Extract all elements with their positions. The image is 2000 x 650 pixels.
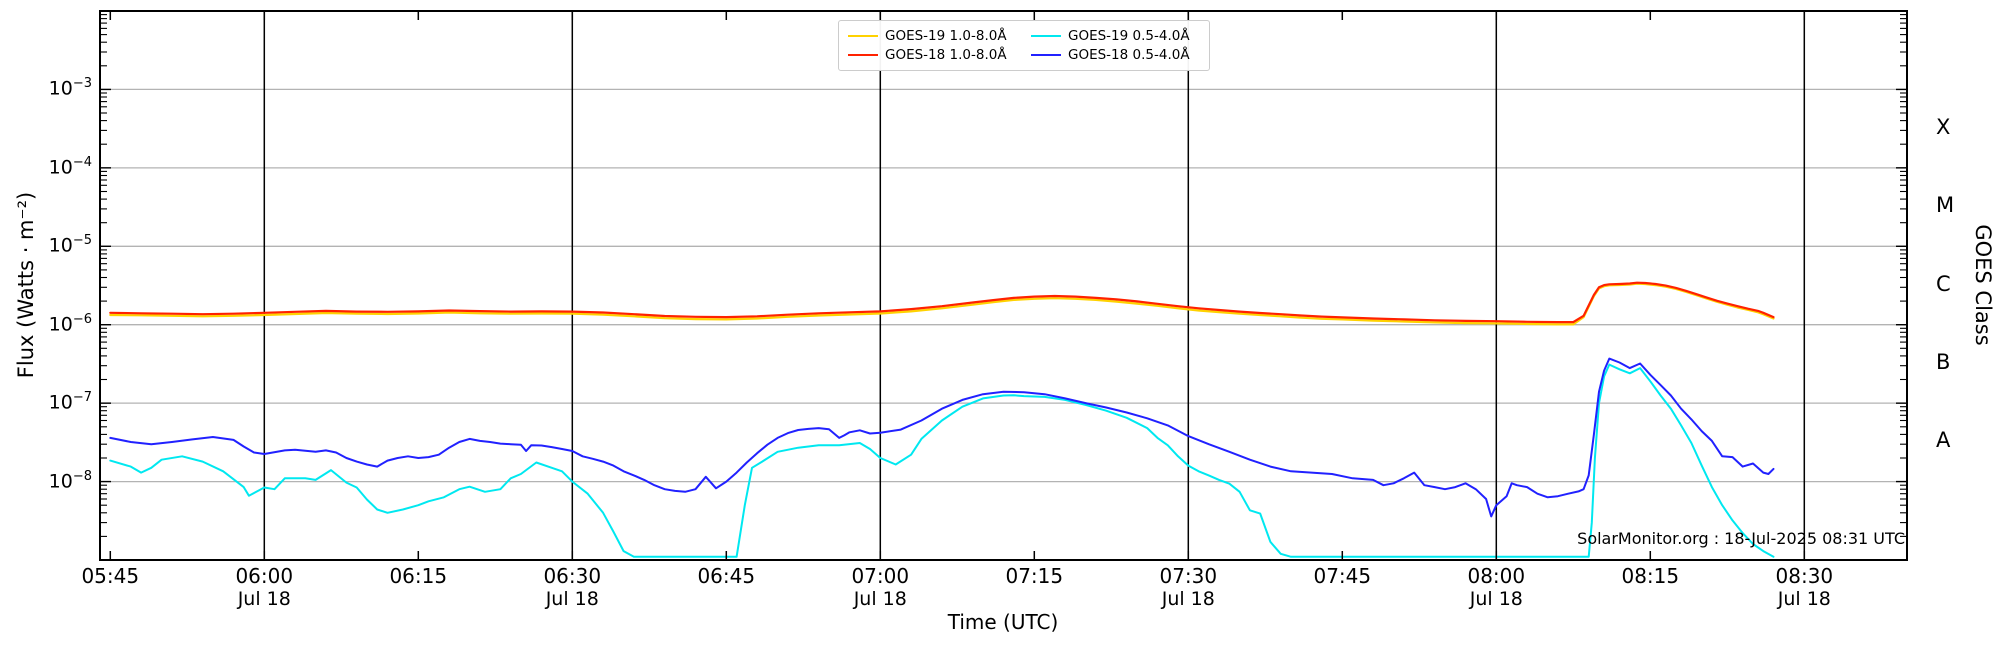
y-tick-label-1e-6: 10−6 <box>48 311 92 336</box>
series-GOES-18 1.0-8.0Å <box>109 281 1775 324</box>
x-tick-label: 06:30 <box>543 564 602 588</box>
legend-label-goes18-long: GOES-18 1.0-8.0Å <box>885 47 1007 63</box>
legend-swatch-goes19-long-icon <box>848 35 878 37</box>
goes-class-label-B: B <box>1936 349 1951 374</box>
x-tick-date-label: Jul 18 <box>1161 588 1215 610</box>
x-tick-label: 07:30 <box>1159 564 1218 588</box>
legend-item-goes19-long: GOES-19 1.0-8.0Å <box>848 28 1017 44</box>
x-tick-label: 07:15 <box>1005 564 1064 588</box>
legend-label-goes18-short: GOES-18 0.5-4.0Å <box>1068 47 1190 63</box>
x-tick-label: 07:00 <box>851 564 910 588</box>
x-axis-title: Time (UTC) <box>947 610 1059 634</box>
x-tick-label: 07:45 <box>1313 564 1372 588</box>
x-tick-date-label: Jul 18 <box>853 588 907 610</box>
x-tick-label: 08:30 <box>1775 564 1834 588</box>
goes-class-label-A: A <box>1936 428 1951 453</box>
x-tick-label: 06:00 <box>235 564 294 588</box>
legend-item-goes18-long: GOES-18 1.0-8.0Å <box>848 47 1017 63</box>
series-GOES-19 0.5-4.0Å <box>109 363 1775 558</box>
legend-label-goes19-short: GOES-19 0.5-4.0Å <box>1068 28 1190 44</box>
y-axis-title-right: GOES Class <box>1971 224 1995 346</box>
legend-item-goes19-short: GOES-19 0.5-4.0Å <box>1031 28 1200 44</box>
y-tick-label-1e-7: 10−7 <box>48 390 92 414</box>
legend: GOES-19 1.0-8.0Å GOES-19 0.5-4.0Å GOES-1… <box>838 20 1210 71</box>
series-GOES-18 0.5-4.0Å <box>109 357 1775 518</box>
legend-label-goes19-long: GOES-19 1.0-8.0Å <box>885 28 1007 44</box>
x-tick-date-label: Jul 18 <box>1777 588 1831 610</box>
axes-spines <box>99 10 1908 561</box>
x-tick-label: 06:45 <box>697 564 756 588</box>
y-tick-label-1e-5: 10−5 <box>48 233 92 257</box>
legend-swatch-goes19-short-icon <box>1031 35 1061 37</box>
goes-class-label-X: X <box>1936 114 1951 139</box>
series-GOES-19 1.0-8.0Å <box>109 282 1775 326</box>
y-tick-label-1e-4: 10−4 <box>48 154 92 179</box>
goes-class-label-M: M <box>1936 193 1955 218</box>
x-tick-label: 05:45 <box>81 564 140 588</box>
goes-class-label-C: C <box>1936 271 1951 296</box>
source-timestamp-annotation: SolarMonitor.org : 18-Jul-2025 08:31 UTC <box>1577 529 1905 548</box>
x-tick-date-label: Jul 18 <box>545 588 599 610</box>
legend-item-goes18-short: GOES-18 0.5-4.0Å <box>1031 47 1200 63</box>
x-tick-date-label: Jul 18 <box>1469 588 1523 610</box>
legend-swatch-goes18-long-icon <box>848 54 878 56</box>
y-axis-title-left: Flux (Watts · m⁻²) <box>14 191 38 379</box>
y-tick-label-1e-3: 10−3 <box>48 76 92 100</box>
x-tick-label: 06:15 <box>389 564 448 588</box>
x-tick-label: 08:15 <box>1621 564 1680 588</box>
x-tick-date-label: Jul 18 <box>237 588 291 610</box>
x-tick-label: 08:00 <box>1467 564 1526 588</box>
legend-swatch-goes18-short-icon <box>1031 54 1061 56</box>
y-tick-label-1e-8: 10−8 <box>48 468 92 492</box>
